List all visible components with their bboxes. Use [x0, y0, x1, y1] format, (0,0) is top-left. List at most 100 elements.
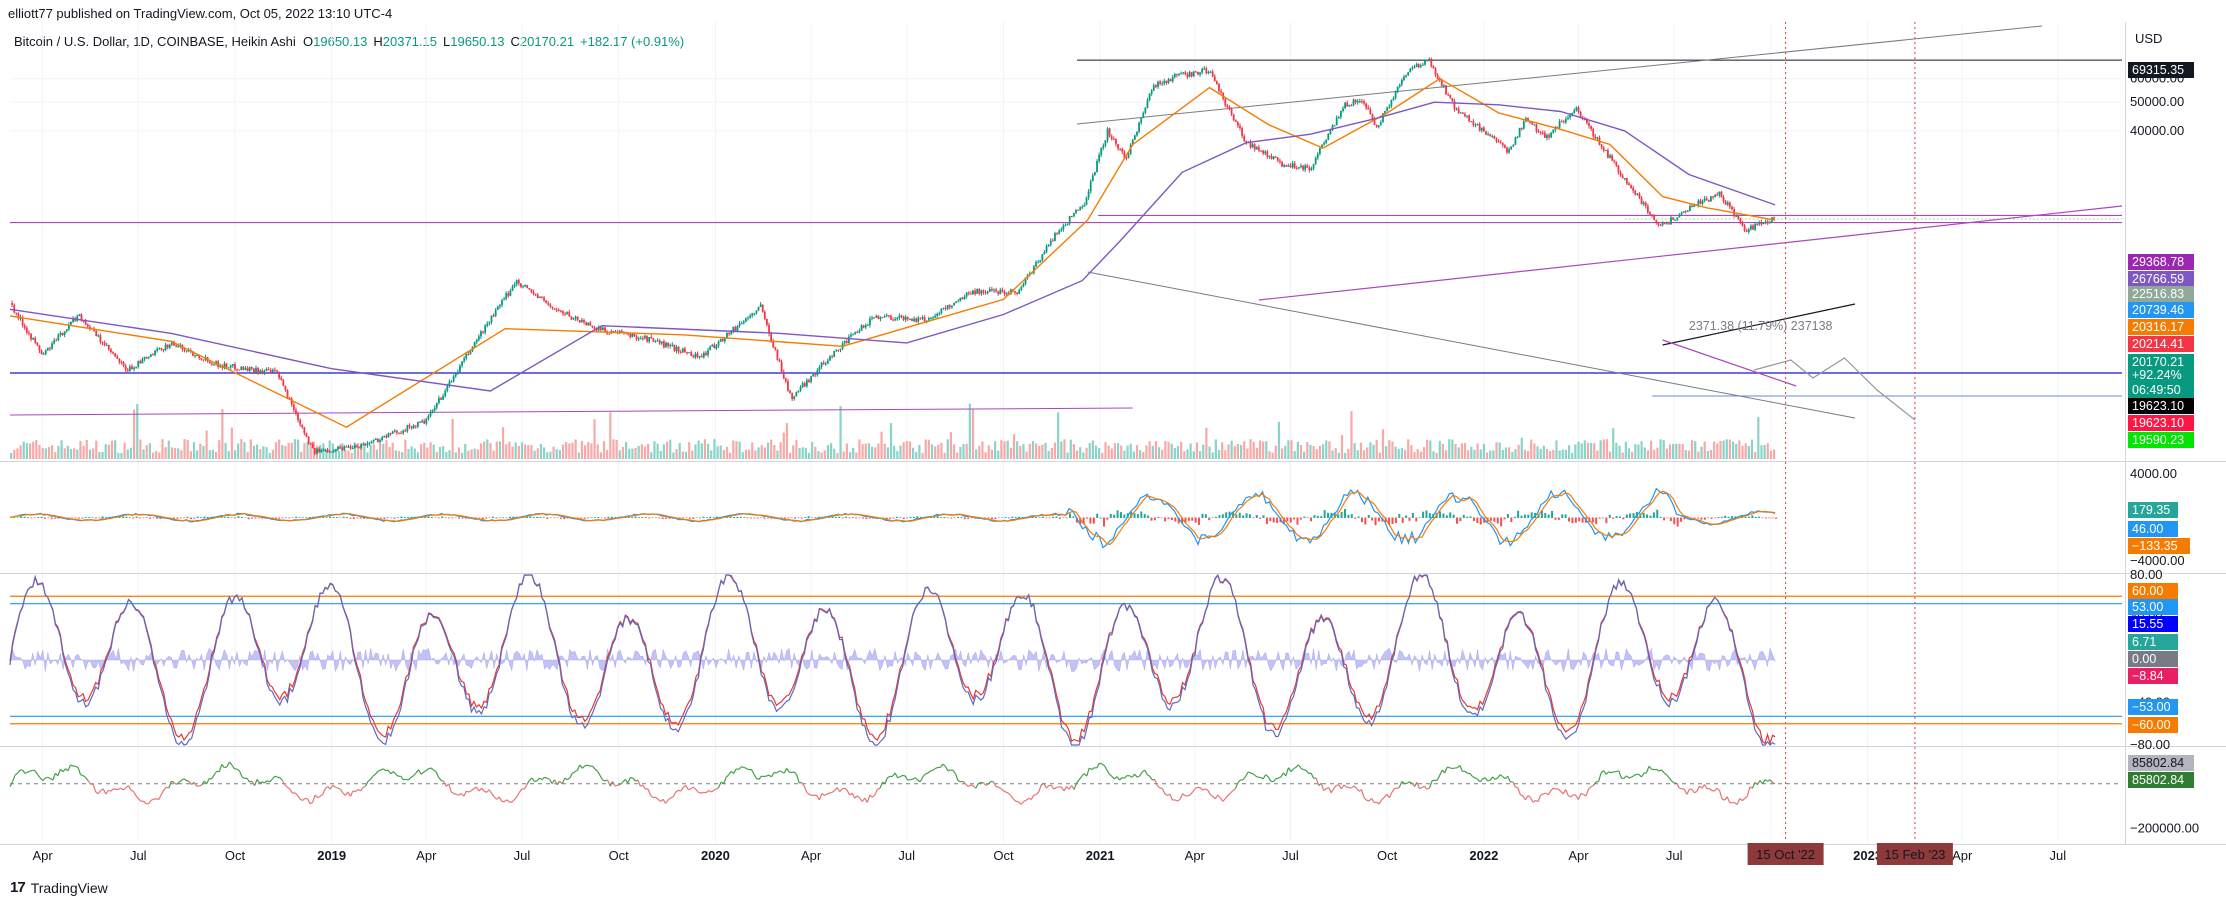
- candle-body: [1607, 150, 1609, 158]
- candle-body: [1207, 72, 1210, 74]
- volume-bar: [795, 440, 798, 459]
- macd-histogram-bar: [1323, 510, 1326, 518]
- volume-osc-segment: [1512, 781, 1516, 788]
- volume-osc-segment: [624, 779, 629, 784]
- time-tick-label: Apr: [1568, 848, 1589, 863]
- volume-osc-segment: [947, 769, 951, 772]
- volume-osc-segment: [750, 769, 755, 775]
- candle-body: [618, 330, 621, 333]
- volume-bar: [1243, 441, 1246, 459]
- volume-bar: [60, 440, 63, 459]
- volume-osc-segment: [1227, 792, 1231, 796]
- macd-histogram-bar: [47, 517, 50, 519]
- candle-body: [269, 370, 272, 373]
- macd-histogram-bar: [1578, 517, 1581, 522]
- macd-histogram-bar: [1299, 517, 1302, 520]
- volume-osc-segment: [1363, 797, 1367, 801]
- volume-osc-segment: [1694, 790, 1698, 794]
- candle-body: [1306, 165, 1309, 168]
- macd-histogram-bar: [1265, 517, 1268, 524]
- volume-osc-segment: [516, 792, 520, 798]
- volume-bar: [1593, 443, 1596, 459]
- macd-histogram-bar: [1035, 517, 1038, 518]
- volume-osc-segment: [892, 772, 896, 777]
- volume-osc-segment: [846, 790, 851, 796]
- candle-body: [1108, 128, 1111, 137]
- candle-body: [271, 369, 274, 373]
- candle-body: [1682, 211, 1685, 213]
- candle-body: [1596, 137, 1599, 139]
- volume-bar: [1549, 451, 1552, 459]
- purple-trendline: [1258, 205, 2123, 301]
- volume-osc-segment: [1756, 780, 1761, 786]
- volume-bar: [1132, 451, 1135, 459]
- volume-osc-segment: [1671, 780, 1675, 784]
- candle-body: [30, 333, 32, 340]
- candle-body: [313, 447, 316, 454]
- volume-osc-segment: [728, 770, 732, 776]
- volume-osc-segment: [1767, 779, 1771, 782]
- volume-osc-segment: [715, 787, 719, 790]
- volume-bar: [249, 439, 252, 459]
- volume-osc-segment: [1038, 784, 1042, 792]
- volume-bar: [1567, 445, 1571, 459]
- price-label-text: +92.24%: [2132, 368, 2182, 382]
- volume-osc-segment: [241, 776, 245, 779]
- volume-bar: [1533, 443, 1536, 459]
- candle-body: [1398, 84, 1401, 87]
- macd-histogram-bar: [461, 517, 464, 519]
- volume-bar: [1422, 447, 1426, 459]
- candle-body: [553, 308, 556, 310]
- volume-bar: [530, 444, 533, 459]
- volume-osc-segment: [705, 790, 709, 794]
- osc-label-box: [2128, 651, 2178, 667]
- candle-body: [334, 449, 337, 451]
- volume-bar: [675, 449, 678, 459]
- candle-body: [1363, 101, 1365, 104]
- volume-bar: [1262, 441, 1265, 459]
- volume-bar: [1101, 452, 1104, 459]
- symbol-name[interactable]: Bitcoin / U.S. Dollar, 1D, COINBASE, Hei…: [14, 34, 296, 49]
- macd-histogram-bar: [1652, 512, 1655, 518]
- candle-body: [1087, 191, 1090, 198]
- volume-osc-segment: [1656, 768, 1660, 772]
- volume-osc-segment: [1426, 787, 1430, 790]
- volume-osc-segment: [539, 777, 543, 781]
- candle-body: [372, 439, 375, 442]
- time-marker-label: 15 Oct '22: [1756, 847, 1815, 862]
- candle-body: [128, 366, 131, 372]
- candle-body: [326, 449, 329, 452]
- volume-bar: [855, 452, 858, 459]
- macd-histogram-bar: [1710, 517, 1713, 519]
- macd-histogram-bar: [430, 516, 433, 518]
- volume-bar: [385, 440, 388, 459]
- candle-body: [982, 290, 985, 293]
- candle-body: [103, 342, 106, 346]
- volume-osc-segment: [246, 777, 251, 783]
- candle-body: [595, 329, 598, 331]
- volume-bar: [565, 442, 568, 459]
- volume-osc-segment: [1517, 787, 1521, 796]
- macd-histogram-bar: [1428, 513, 1431, 518]
- volume-bar: [350, 452, 353, 459]
- macd-histogram-bar: [155, 517, 158, 519]
- macd-histogram-bar: [149, 517, 152, 519]
- volume-osc-segment: [904, 775, 909, 781]
- volume-bar: [1284, 445, 1287, 459]
- candle-body: [1075, 209, 1077, 214]
- volume-bar: [173, 448, 177, 459]
- macd-histogram-bar: [274, 517, 277, 519]
- volume-bar: [1183, 451, 1186, 459]
- volume-bar: [1098, 448, 1101, 459]
- candle-body: [532, 292, 535, 295]
- volume-osc-segment: [758, 775, 762, 780]
- candle-body: [587, 322, 590, 326]
- candle-body: [67, 324, 70, 330]
- volume-osc-segment: [1540, 793, 1544, 796]
- candle-body: [307, 436, 310, 444]
- candle-body: [1394, 91, 1397, 99]
- macd-histogram-bar: [566, 517, 569, 519]
- candle-body: [1417, 64, 1420, 68]
- time-axis[interactable]: Apr Jul Oct 2019 Apr Jul Oct 2020 Apr Jul Oct 2021 A…: [32, 843, 2066, 865]
